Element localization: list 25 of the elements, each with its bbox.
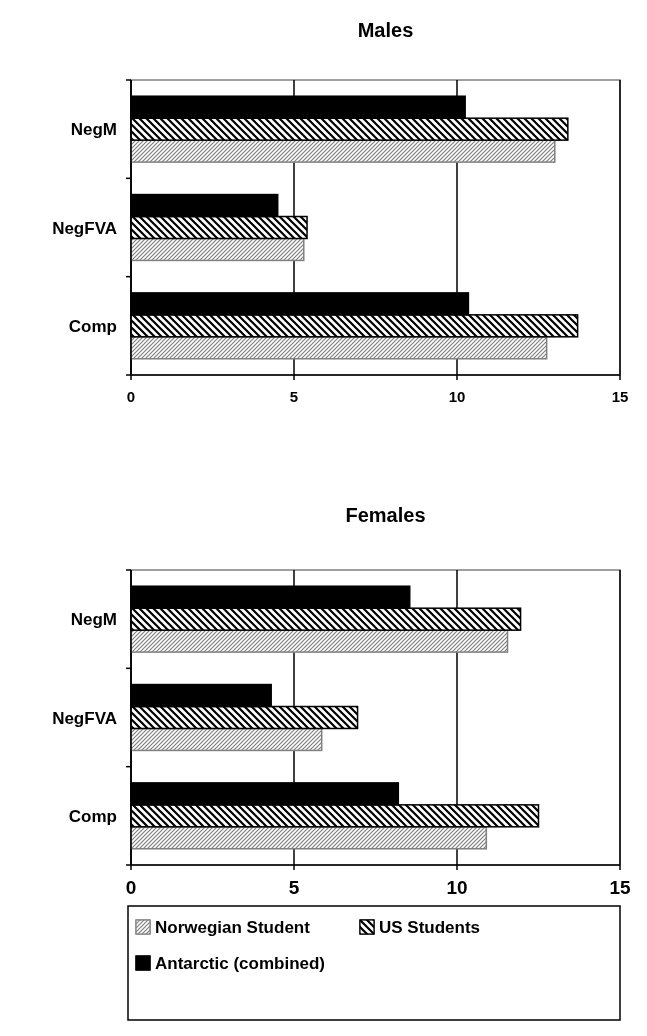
y-tick-label: NegFVA [52, 218, 117, 238]
y-tick-label: NegFVA [52, 708, 117, 728]
x-tick-label: 15 [611, 387, 629, 405]
legend-label: Norwegian Student [155, 918, 311, 937]
legend-label: Antarctic (combined) [155, 954, 326, 973]
bar [130, 237, 305, 262]
x-tick-label: 10 [446, 877, 468, 899]
bar [130, 629, 509, 653]
bar [130, 336, 548, 360]
bar [130, 727, 323, 752]
x-tick-label: 10 [448, 387, 466, 405]
bar [130, 139, 556, 163]
x-tick-label: 5 [288, 877, 300, 899]
y-tick-label: NegM [70, 120, 117, 140]
chart-title: Males [357, 19, 414, 41]
x-tick-label: 15 [609, 877, 631, 899]
y-tick-label: NegM [70, 610, 117, 630]
legend-label: US Students [379, 918, 481, 937]
x-tick-label: 0 [126, 387, 136, 405]
x-tick-label: 5 [289, 387, 299, 405]
x-tick-label: 0 [125, 877, 137, 899]
y-tick-label: Comp [68, 806, 117, 826]
bar [130, 826, 488, 850]
y-tick-label: Comp [68, 316, 117, 336]
chart-title: Females [345, 504, 426, 526]
